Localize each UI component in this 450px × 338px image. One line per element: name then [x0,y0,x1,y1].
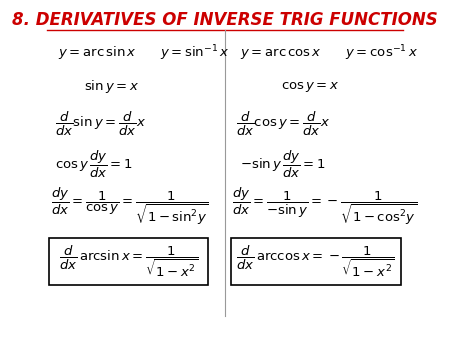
Text: $\cos y = x$: $\cos y = x$ [280,80,339,94]
Text: $\dfrac{d}{dx}\cos y = \dfrac{d}{dx}x$: $\dfrac{d}{dx}\cos y = \dfrac{d}{dx}x$ [236,110,330,138]
Text: $y = \mathrm{arc}\,\sin x \qquad y = \sin^{-1} x$: $y = \mathrm{arc}\,\sin x \qquad y = \si… [58,44,230,63]
FancyBboxPatch shape [49,238,208,285]
Text: $-\sin y\,\dfrac{dy}{dx} = 1$: $-\sin y\,\dfrac{dy}{dx} = 1$ [240,148,325,179]
Text: $\dfrac{d}{dx}\sin y = \dfrac{d}{dx}x$: $\dfrac{d}{dx}\sin y = \dfrac{d}{dx}x$ [55,110,146,138]
Text: 8. DERIVATIVES OF INVERSE TRIG FUNCTIONS: 8. DERIVATIVES OF INVERSE TRIG FUNCTIONS [12,11,438,29]
Text: $y = \mathrm{arc}\,\cos x \qquad y = \cos^{-1} x$: $y = \mathrm{arc}\,\cos x \qquad y = \co… [240,44,418,63]
FancyBboxPatch shape [230,238,401,285]
Text: $\dfrac{dy}{dx} = \dfrac{1}{\cos y} = \dfrac{1}{\sqrt{1-\sin^2\!y}}$: $\dfrac{dy}{dx} = \dfrac{1}{\cos y} = \d… [51,185,209,226]
Text: $\cos y\,\dfrac{dy}{dx} = 1$: $\cos y\,\dfrac{dy}{dx} = 1$ [55,148,133,179]
Text: $\dfrac{d}{dx}\,\mathrm{arc}\cos x = -\dfrac{1}{\sqrt{1-x^2}}$: $\dfrac{d}{dx}\,\mathrm{arc}\cos x = -\d… [236,243,395,279]
Text: $\sin y = x$: $\sin y = x$ [84,78,140,95]
Text: $\dfrac{dy}{dx} = \dfrac{1}{-\sin y} = -\dfrac{1}{\sqrt{1-\cos^2\!y}}$: $\dfrac{dy}{dx} = \dfrac{1}{-\sin y} = -… [232,185,418,226]
Text: $\dfrac{d}{dx}\,\mathrm{arc}\sin x = \dfrac{1}{\sqrt{1-x^2}}$: $\dfrac{d}{dx}\,\mathrm{arc}\sin x = \df… [59,243,198,279]
